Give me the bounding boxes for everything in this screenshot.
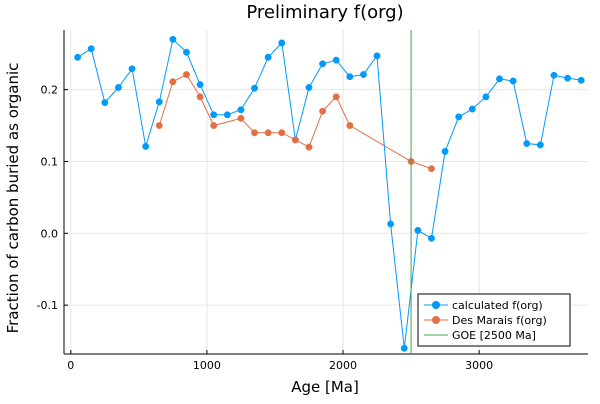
legend-label: GOE [2500 Ma] [452, 329, 536, 342]
data-point [359, 71, 367, 78]
legend-item: calculated f(org) [424, 299, 543, 312]
data-point [87, 45, 95, 53]
data-point [169, 35, 177, 43]
data-point [264, 129, 272, 137]
data-point [278, 39, 286, 47]
data-point [155, 98, 163, 106]
series-line [158, 73, 432, 170]
data-point [251, 129, 258, 137]
data-point [332, 93, 340, 101]
data-point [223, 111, 231, 119]
data-point [482, 93, 490, 101]
y-tick-label: 0.0 [41, 227, 59, 240]
legend-item: GOE [2500 Ma] [424, 329, 536, 342]
data-point [346, 73, 354, 81]
chart-title: Preliminary f(org) [246, 2, 403, 23]
data-point [114, 84, 122, 91]
data-point [196, 93, 204, 101]
data-point [577, 76, 585, 84]
y-axis-label: Fraction of carbon buried as organic [4, 63, 22, 334]
data-point [550, 71, 558, 79]
data-point [101, 99, 109, 107]
data-point [509, 77, 517, 85]
y-tick-label: 0.1 [41, 155, 59, 168]
x-ticks: 0 1000 2000 3000 [67, 350, 493, 372]
data-point [74, 53, 82, 61]
legend: calculated f(org) Des Marais f(org) GOE [2… [417, 293, 571, 347]
data-point [332, 56, 340, 64]
x-tick-label: 3000 [465, 359, 493, 372]
data-point [319, 107, 327, 115]
data-point [237, 114, 245, 122]
data-point [183, 48, 190, 56]
data-point [564, 74, 572, 82]
data-point [441, 147, 449, 155]
data-point [264, 53, 272, 61]
data-point [278, 129, 286, 137]
x-tick-label: 2000 [329, 359, 357, 372]
legend-item: Des Marais f(org) [424, 314, 547, 327]
data-point [319, 60, 327, 68]
grid [64, 30, 588, 354]
legend-swatch-marker [432, 316, 440, 324]
legend-swatch-marker [432, 301, 440, 309]
data-point [523, 140, 531, 147]
legend-label: Des Marais f(org) [452, 314, 547, 327]
data-point [455, 113, 463, 121]
x-tick-label: 1000 [193, 359, 221, 372]
data-point [387, 220, 395, 228]
data-point [196, 81, 204, 89]
data-point [496, 75, 503, 83]
y-ticks: -0.1 0.0 0.1 0.2 [37, 84, 68, 312]
data-point [210, 111, 218, 119]
data-point [291, 136, 299, 144]
axes [63, 30, 588, 355]
series-0 [74, 35, 585, 352]
data-point [183, 71, 190, 78]
x-tick-label: 0 [67, 359, 74, 372]
data-point [373, 52, 381, 60]
series-line [77, 38, 582, 349]
data-point [210, 122, 218, 129]
data-point [536, 141, 544, 149]
legend-label: calculated f(org) [452, 299, 543, 312]
data-point [128, 65, 136, 73]
data-point [400, 344, 408, 352]
data-point [142, 142, 150, 150]
data-point [346, 122, 354, 129]
data-point [251, 84, 258, 92]
data-point [468, 105, 476, 113]
y-tick-label: -0.1 [37, 299, 58, 312]
data-point [237, 106, 245, 114]
series-1 [155, 71, 435, 173]
y-tick-label: 0.2 [41, 84, 59, 97]
series [74, 30, 585, 354]
data-point [428, 165, 435, 173]
data-point [155, 122, 163, 129]
data-point [428, 234, 435, 242]
x-axis-label: Age [Ma] [291, 378, 359, 396]
data-point [169, 78, 177, 86]
data-point [305, 143, 313, 151]
data-point [414, 226, 422, 234]
data-point [305, 84, 313, 91]
